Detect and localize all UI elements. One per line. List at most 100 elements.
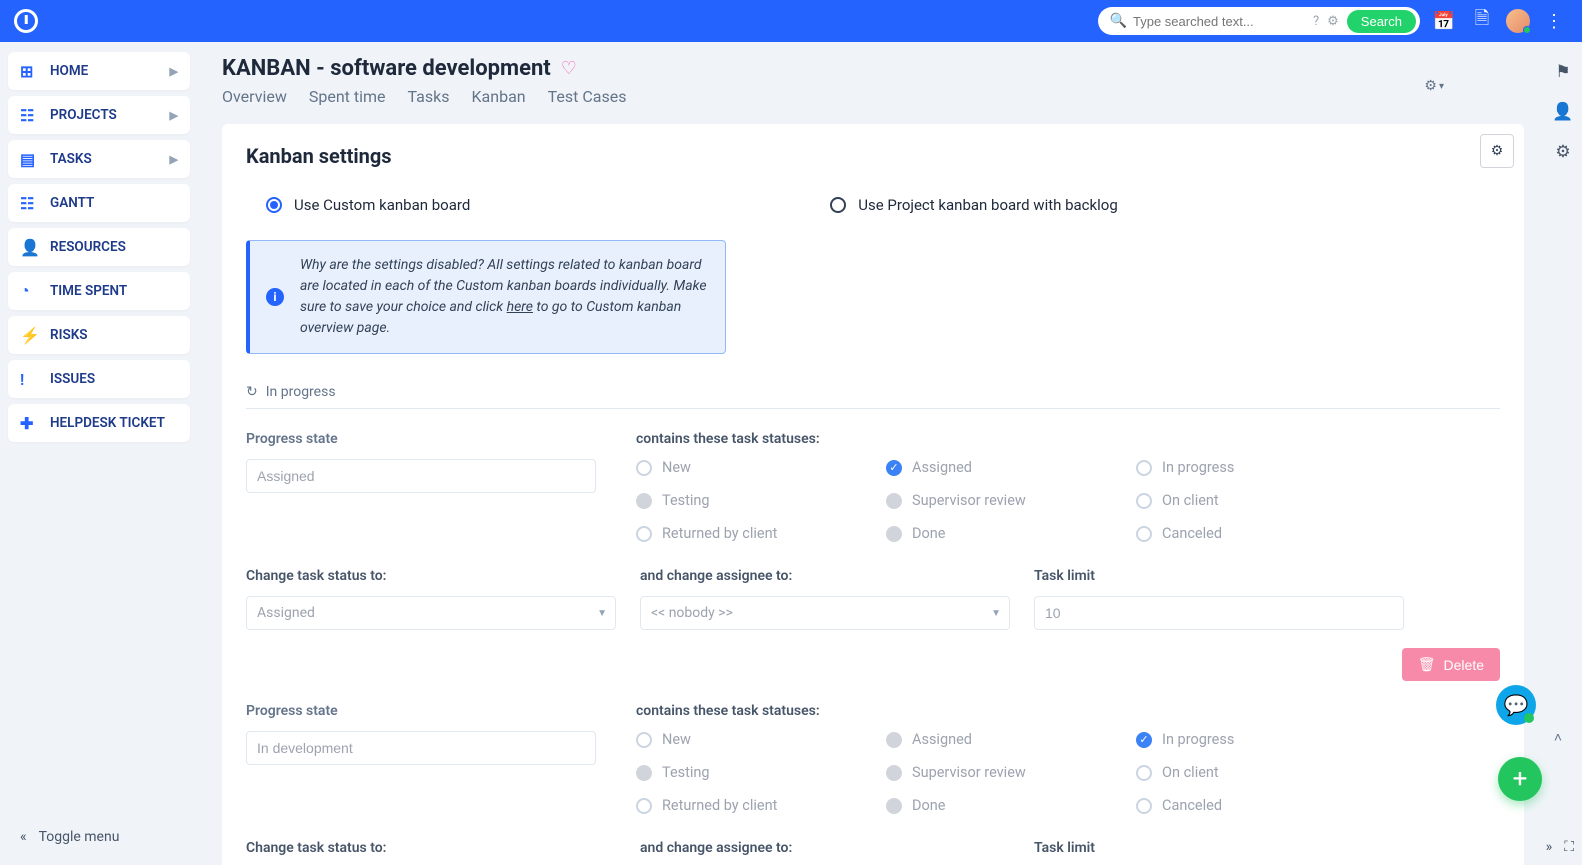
fullscreen-icon[interactable]: ⛶ [1564, 839, 1574, 855]
status-canceled[interactable]: Canceled [1136, 797, 1386, 814]
filter-icon[interactable]: ⚙ [1327, 14, 1339, 29]
status-new[interactable]: New [636, 731, 886, 748]
sidebar-item-home[interactable]: ⊞ HOME ▶ [8, 52, 190, 90]
change-status-select[interactable]: Assigned▼ [246, 596, 616, 630]
more-icon[interactable]: ⋮ [1540, 11, 1568, 32]
status-done[interactable]: Done [886, 525, 1136, 542]
progress-state-input[interactable] [246, 459, 596, 493]
radio-project-label: Use Project kanban board with backlog [858, 196, 1117, 214]
status-testing[interactable]: Testing [636, 764, 886, 781]
sidebar-item-issues[interactable]: ! ISSUES [8, 360, 190, 398]
checkbox-icon [886, 526, 902, 542]
sidebar-item-helpdesk-ticket[interactable]: ✚ HELPDESK TICKET [8, 404, 190, 442]
status-on-client[interactable]: On client [1136, 492, 1386, 509]
save-icon[interactable]: 🗎 [1468, 6, 1496, 36]
status-label: Done [912, 797, 945, 814]
sidebar-item-time-spent[interactable]: ◔ TIME SPENT [8, 272, 190, 310]
chevron-right-icon: ▶ [170, 65, 178, 78]
heart-icon[interactable]: ♡ [561, 58, 577, 79]
status-canceled[interactable]: Canceled [1136, 525, 1386, 542]
nav-icon: ▤ [20, 150, 40, 169]
status-label: Returned by client [662, 797, 777, 814]
logo-icon[interactable] [14, 9, 38, 33]
delete-button[interactable]: 🗑 Delete [1402, 648, 1500, 681]
status-label: Canceled [1162, 525, 1222, 542]
chat-fab[interactable]: 💬 [1496, 685, 1536, 725]
status-label: Done [912, 525, 945, 542]
add-fab[interactable]: + [1498, 757, 1542, 801]
change-status-label: Change task status to: [246, 568, 616, 584]
radio-custom-board[interactable]: Use Custom kanban board [266, 196, 470, 214]
avatar[interactable] [1506, 9, 1530, 33]
checkbox-icon [636, 732, 652, 748]
sidebar-item-projects[interactable]: ☷ PROJECTS ▶ [8, 96, 190, 134]
status-done[interactable]: Done [886, 797, 1136, 814]
status-returned-by-client[interactable]: Returned by client [636, 525, 886, 542]
status-returned-by-client[interactable]: Returned by client [636, 797, 886, 814]
task-limit-input[interactable] [1034, 596, 1404, 630]
tab-test-cases[interactable]: Test Cases [548, 87, 627, 106]
search-input[interactable] [1133, 14, 1309, 29]
status-supervisor-review[interactable]: Supervisor review [886, 492, 1136, 509]
status-in-progress[interactable]: In progress [1136, 459, 1386, 476]
status-in-progress[interactable]: In progress [1136, 731, 1386, 748]
section-head-in-progress: ↻ In progress [246, 384, 1500, 409]
nav-icon: ⊞ [20, 62, 40, 81]
checkbox-icon [636, 798, 652, 814]
sidebar-item-resources[interactable]: 👤 RESOURCES [8, 228, 190, 266]
nav-icon: ✚ [20, 414, 40, 433]
status-supervisor-review[interactable]: Supervisor review [886, 764, 1136, 781]
status-testing[interactable]: Testing [636, 492, 886, 509]
change-assignee-select[interactable]: << nobody >>▼ [640, 596, 1010, 630]
status-assigned[interactable]: Assigned [886, 459, 1136, 476]
checkbox-icon [1136, 493, 1152, 509]
progress-state-label: Progress state [246, 431, 636, 447]
nav-label: TIME SPENT [50, 283, 127, 299]
toggle-menu[interactable]: « Toggle menu [8, 819, 190, 855]
nav-label: RISKS [50, 327, 88, 343]
page-settings-dropdown[interactable]: ⚙ ▾ [1424, 78, 1444, 94]
help-icon[interactable]: ? [1313, 14, 1319, 29]
checkbox-icon [636, 526, 652, 542]
sidebar-item-risks[interactable]: ⚡ RISKS [8, 316, 190, 354]
sidebar-item-gantt[interactable]: ☷ GANTT [8, 184, 190, 222]
nav-label: ISSUES [50, 371, 95, 387]
sliders-icon[interactable]: ⚙ [1555, 142, 1570, 162]
card-gear-icon[interactable]: ⚙ [1480, 134, 1514, 168]
radio-project-board[interactable]: Use Project kanban board with backlog [830, 196, 1117, 214]
delete-label: Delete [1444, 657, 1484, 673]
progress-state-label: Progress state [246, 703, 636, 719]
checkbox-icon [636, 765, 652, 781]
tab-spent-time[interactable]: Spent time [309, 87, 386, 106]
flag-icon[interactable]: ⚑ [1555, 62, 1570, 82]
status-on-client[interactable]: On client [1136, 764, 1386, 781]
progress-state-input[interactable] [246, 731, 596, 765]
checkbox-icon [1136, 732, 1152, 748]
info-icon: i [266, 288, 284, 306]
nav-icon: ⚡ [20, 326, 40, 345]
info-here-link[interactable]: here [507, 299, 533, 315]
checkbox-icon [886, 732, 902, 748]
nav-label: RESOURCES [50, 239, 126, 255]
scroll-up[interactable]: ˄ [1544, 723, 1572, 751]
chevron-right-icon: ▶ [170, 109, 178, 122]
collapse-right-icon[interactable]: » [1546, 839, 1553, 855]
status-new[interactable]: New [636, 459, 886, 476]
tab-overview[interactable]: Overview [222, 87, 287, 106]
tab-tasks[interactable]: Tasks [408, 87, 450, 106]
user-search-icon[interactable]: 👤 [1552, 102, 1573, 122]
status-assigned[interactable]: Assigned [886, 731, 1136, 748]
status-label: In progress [1162, 731, 1234, 748]
sidebar: ⊞ HOME ▶ ☷ PROJECTS ▶ ▤ TASKS ▶ ☷ GANTT 👤 R… [0, 42, 198, 865]
checkbox-icon [886, 460, 902, 476]
checkbox-icon [886, 765, 902, 781]
checkbox-icon [636, 460, 652, 476]
radio-icon [266, 197, 282, 213]
checkbox-icon [636, 493, 652, 509]
search-button[interactable]: Search [1347, 10, 1416, 33]
calendar-icon[interactable]: 📅 [1430, 11, 1458, 32]
tabs-bar: Overview Spent time Tasks Kanban Test Cases [222, 87, 1524, 106]
card-title: Kanban settings [246, 144, 1500, 168]
tab-kanban[interactable]: Kanban [472, 87, 526, 106]
sidebar-item-tasks[interactable]: ▤ TASKS ▶ [8, 140, 190, 178]
